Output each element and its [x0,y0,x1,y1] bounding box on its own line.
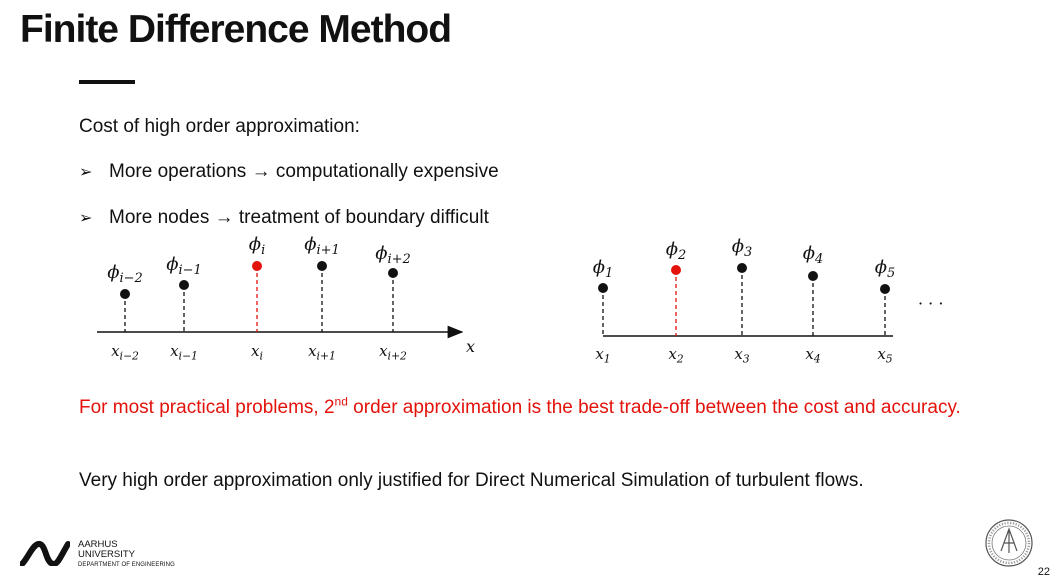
left-phi-label-3: ϕi [249,234,265,258]
right-x-label-4: x4 [805,345,820,365]
left-axis-label: x [466,337,475,356]
highlight-statement: For most practical problems, 2nd order a… [79,394,979,421]
right-x-label-2: x2 [668,345,683,365]
intro-text: Cost of high order approximation: [79,116,360,137]
right-phi-label-4: ϕ4 [803,243,824,267]
left-phi-label-4: ϕi+1 [304,234,340,258]
right-phi-label-3: ϕ3 [732,236,753,260]
right-x-label-5: x5 [877,345,892,365]
highlight-text-end: order approximation is the best trade-of… [347,397,961,418]
ordinal-suffix: nd [334,394,348,409]
page-number: 22 [1037,566,1050,578]
bullet-text: More operations → computationally expens… [109,161,499,182]
right-x-label-1: x1 [595,345,610,365]
bullet-item: ➢ More operations → computationally expe… [79,161,499,183]
left-x-label-5: xi+2 [379,342,407,362]
right-x-label-3: x3 [734,345,749,365]
left-phi-label-2: ϕi−1 [166,254,202,278]
logo-aarhus: AARHUS [78,539,118,550]
university-seal-icon [985,519,1033,567]
logo-university: UNIVERSITY [78,549,136,560]
left-phi-label-1: ϕi−2 [107,262,143,286]
left-node-1 [120,289,130,299]
dns-paragraph: Very high order approximation only justi… [79,470,864,491]
ellipsis: · · · [918,294,943,313]
right-node-1 [598,283,608,293]
left-node-5 [388,268,398,278]
arrow-bullet-icon: ➢ [79,210,93,227]
left-x-label-2: xi−1 [170,342,198,362]
left-phi-label-5: ϕi+2 [375,243,411,267]
bullet-text: More nodes → treatment of boundary diffi… [109,207,489,228]
right-phi-label-2: ϕ2 [666,239,687,263]
university-logo: AARHUS UNIVERSITY DEPARTMENT OF ENGINEER… [20,540,175,570]
right-phi-label-5: ϕ5 [875,257,896,281]
slide-title: Finite Difference Method [20,8,452,51]
arrow-bullet-icon: ➢ [79,164,93,181]
left-node-3 [252,261,262,271]
left-x-label-1: xi−2 [111,342,139,362]
title-underline [79,80,135,84]
left-node-2 [179,280,189,290]
right-node-3 [737,263,747,273]
left-x-label-4: xi+1 [308,342,336,362]
right-phi-label-1: ϕ1 [593,257,614,281]
highlight-text-start: For most practical problems, 2 [79,397,335,418]
right-node-4 [808,271,818,281]
left-node-4 [317,261,327,271]
right-node-5 [880,284,890,294]
left-x-label-3: xi [251,342,263,362]
bullet-item: ➢ More nodes → treatment of boundary dif… [79,207,489,229]
right-node-2 [671,265,681,275]
logo-department: DEPARTMENT OF ENGINEERING [78,562,175,568]
au-wave-logo-icon [20,540,70,566]
